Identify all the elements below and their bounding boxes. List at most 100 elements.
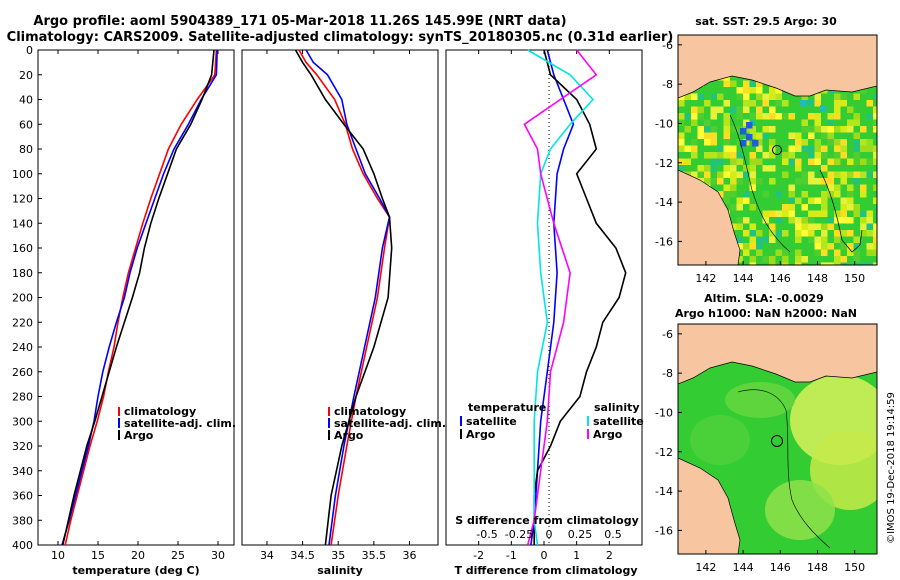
sst-cell — [840, 178, 847, 185]
sst-cell — [769, 236, 776, 243]
sst-cell — [873, 106, 877, 113]
lon-tick-label: 144 — [733, 561, 754, 574]
sla-map-title: Altim. SLA: -0.0029 — [704, 292, 824, 305]
sst-cell — [749, 262, 756, 265]
salinity-xlabel: salinity — [317, 564, 363, 577]
sst-cell — [684, 126, 691, 133]
s-tick-label: 0 — [546, 528, 553, 541]
sst-cell — [840, 152, 847, 159]
sst-cell — [834, 210, 841, 217]
series-line-satellite-adj-clim- — [61, 49, 218, 546]
sst-cell — [743, 243, 750, 250]
depth-tick-label: 200 — [12, 292, 33, 305]
sst-cell — [801, 126, 808, 133]
sst-cell — [730, 191, 737, 198]
sst-cell — [827, 158, 834, 165]
sst-cell — [847, 217, 854, 224]
sla-lon-axis: 142 144 146 148 150 — [695, 550, 865, 574]
sst-cell — [762, 191, 769, 198]
legend-title-temperature: temperature — [468, 401, 546, 414]
sst-cell — [730, 184, 737, 191]
s-tick-label: 0.5 — [604, 528, 622, 541]
sst-cell — [684, 145, 691, 152]
sst-cell — [840, 217, 847, 224]
sst-cell — [866, 113, 873, 120]
sst-cell — [710, 152, 717, 159]
sst-map-title: sat. SST: 29.5 Argo: 30 — [695, 15, 837, 28]
sst-cell — [730, 204, 737, 211]
sst-cell — [762, 93, 769, 100]
sst-cell — [769, 93, 776, 100]
sst-cell — [756, 113, 763, 120]
sst-cell-cool — [746, 134, 753, 141]
sst-cell — [749, 80, 756, 87]
sst-cell — [873, 262, 877, 265]
x-tick-label: 20 — [131, 549, 145, 562]
sst-cell — [834, 152, 841, 159]
sst-cell — [743, 249, 750, 256]
sst-cell — [866, 158, 873, 165]
sst-cell — [710, 178, 717, 185]
sst-cell — [704, 132, 711, 139]
sst-cell — [814, 119, 821, 126]
difference-legend-temperature: temperature satellite Argo — [460, 401, 546, 441]
sla-lat-axis: -6 -8 -10 -12 -14 -16 — [655, 328, 682, 537]
sst-cell — [853, 139, 860, 146]
temperature-lines — [61, 49, 218, 546]
sst-cell — [788, 210, 795, 217]
sst-cell — [717, 145, 724, 152]
sst-cell — [723, 126, 730, 133]
sst-cell — [873, 236, 877, 243]
lon-tick-label: 146 — [770, 272, 791, 285]
sst-cell — [769, 106, 776, 113]
sst-cell — [840, 243, 847, 250]
sst-cell — [860, 210, 867, 217]
sst-cell — [821, 152, 828, 159]
sst-cell — [736, 113, 743, 120]
sst-cell — [860, 217, 867, 224]
sst-cell — [717, 152, 724, 159]
sst-cell — [749, 223, 756, 230]
sst-cell — [821, 223, 828, 230]
sst-cell — [860, 126, 867, 133]
sst-cell — [866, 249, 873, 256]
sst-cell — [866, 217, 873, 224]
sst-cell — [710, 139, 717, 146]
lat-tick-label: -14 — [655, 485, 673, 498]
salinity-panel: 34 34.5 35 35.5 36 salinity climatology sate… — [241, 49, 446, 577]
sst-cell — [782, 262, 789, 265]
sst-cell — [814, 113, 821, 120]
sst-cell — [853, 119, 860, 126]
sst-cell — [678, 113, 685, 120]
sst-cell — [730, 165, 737, 172]
sst-cell — [775, 217, 782, 224]
sst-cell — [795, 217, 802, 224]
sst-cell — [749, 171, 756, 178]
series-line-salinity-argo — [523, 49, 598, 546]
sst-cell — [736, 158, 743, 165]
sst-cell — [853, 93, 860, 100]
x-tick-label: 10 — [51, 549, 65, 562]
sst-cell — [808, 197, 815, 204]
sst-cell — [756, 158, 763, 165]
sst-cell — [697, 106, 704, 113]
sst-cell — [814, 126, 821, 133]
sst-cell — [749, 152, 756, 159]
sst-cell — [691, 152, 698, 159]
sst-cell — [840, 262, 847, 265]
sst-cell — [827, 132, 834, 139]
series-line-salinity-satellite — [527, 49, 595, 546]
sst-cell — [853, 152, 860, 159]
sst-cell — [788, 132, 795, 139]
legend-label-t-satellite: satellite — [466, 415, 517, 428]
sst-cell — [873, 249, 877, 256]
sst-cell — [736, 126, 743, 133]
x-tick-label: 15 — [91, 549, 105, 562]
x-tick-label: -1 — [506, 549, 517, 562]
sst-cell — [678, 139, 685, 146]
sst-cell — [697, 93, 704, 100]
sst-cell — [788, 145, 795, 152]
sst-cell — [827, 178, 834, 185]
sst-cell — [808, 171, 815, 178]
sst-cell — [801, 93, 808, 100]
